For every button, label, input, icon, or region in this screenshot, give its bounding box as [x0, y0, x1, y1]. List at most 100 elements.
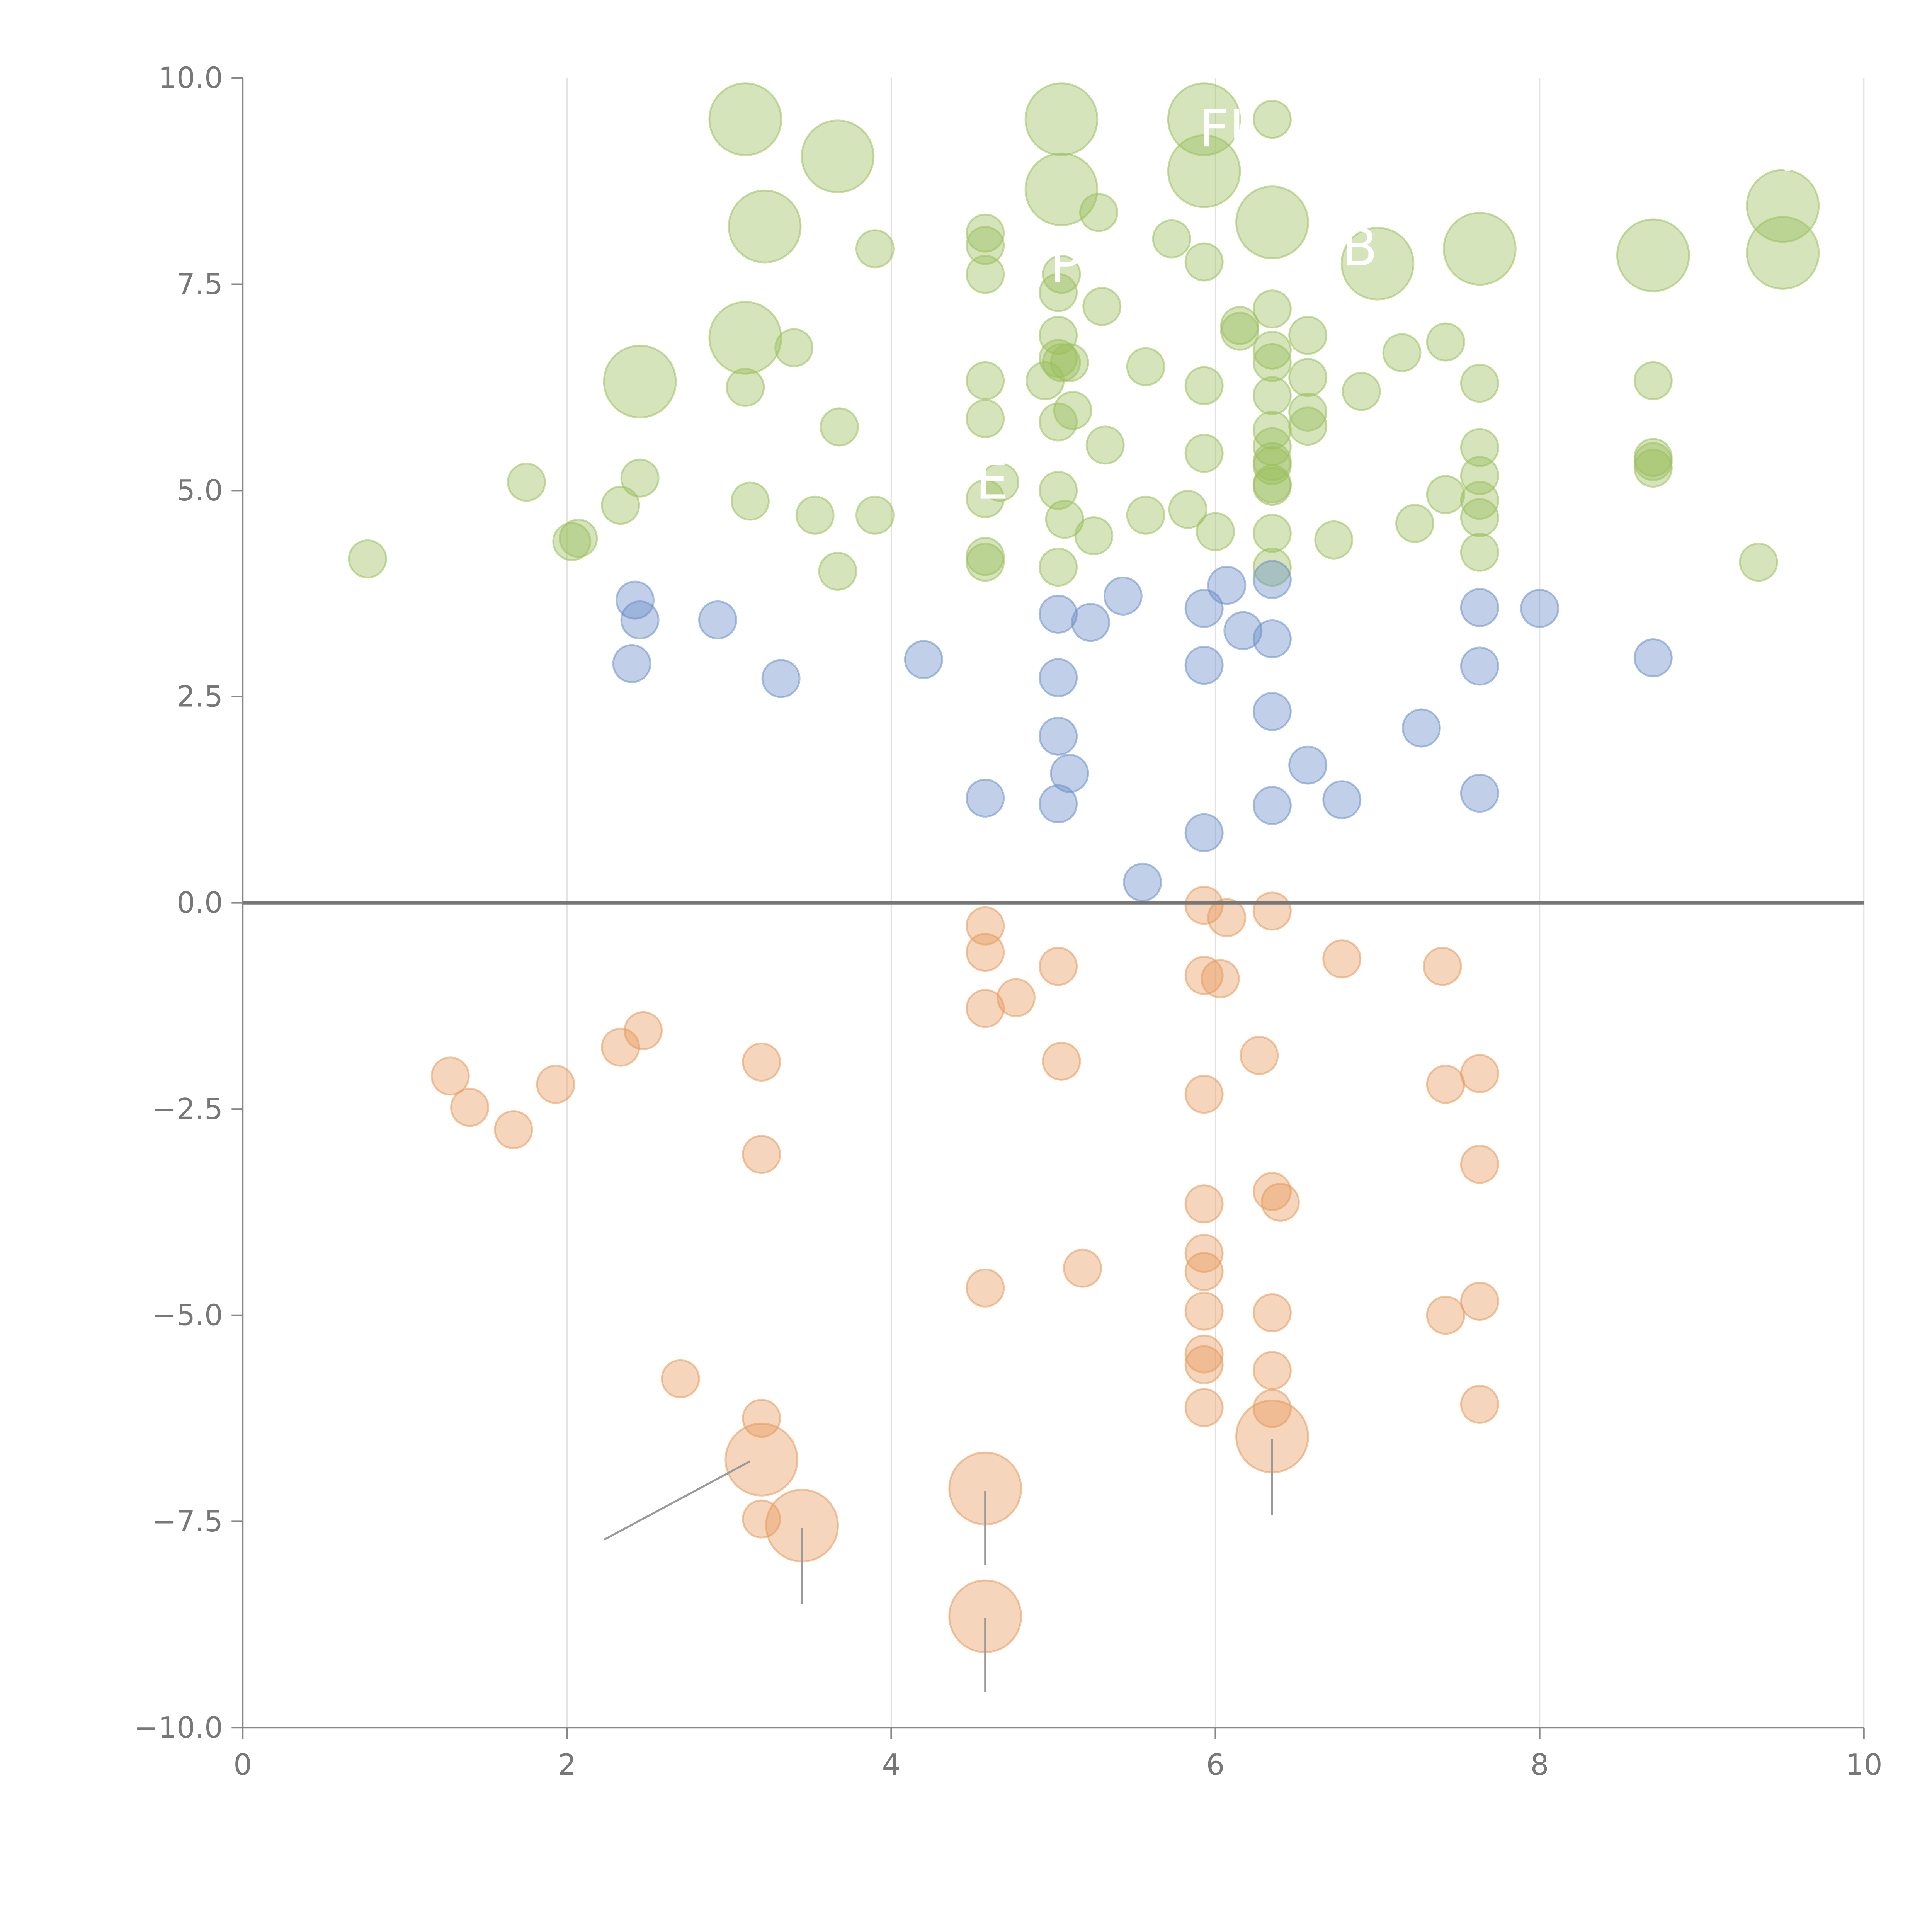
data-point-orange: [1322, 939, 1362, 979]
data-point-green: [1196, 512, 1235, 551]
data-point-green: [1039, 273, 1078, 312]
data-point-green: [1235, 185, 1309, 259]
data-point-green: [855, 229, 895, 269]
data-point-green: [1152, 219, 1191, 259]
data-point-green: [708, 301, 782, 375]
data-point-green: [1024, 82, 1099, 156]
overlay-label: FI: [1199, 98, 1245, 159]
data-point-green: [1314, 520, 1354, 560]
data-point-green: [603, 345, 677, 418]
data-point-orange: [1201, 959, 1240, 998]
data-point-green: [348, 539, 387, 578]
data-point-blue: [1633, 638, 1673, 678]
data-point-green: [1288, 392, 1328, 432]
data-point-orange: [1184, 1388, 1224, 1427]
overlay-label: P: [1050, 233, 1082, 294]
x-tick-label: 4: [882, 1748, 900, 1782]
data-point-green: [855, 495, 895, 535]
data-point-green: [1039, 471, 1078, 510]
data-point-orange: [742, 1399, 781, 1438]
data-point-orange: [1423, 947, 1462, 986]
data-point-blue: [1039, 716, 1078, 756]
data-point-green: [1079, 193, 1118, 232]
data-point-green: [1252, 330, 1292, 370]
data-point-orange: [966, 933, 1005, 972]
data-point-green: [966, 213, 1005, 253]
axes: −10.0 −7.5 −5.0 −2.5 0.0 2.5 5.0 7.5 10.0 0 2 4 6 8 10: [134, 61, 1883, 1782]
data-point-orange: [724, 1423, 799, 1497]
y-tick-label: −2.5: [152, 1092, 223, 1126]
data-point-green: [1460, 364, 1499, 403]
data-point-green: [708, 82, 782, 156]
data-point-green: [1426, 475, 1465, 514]
data-point-green: [728, 189, 802, 264]
data-point-green: [1053, 391, 1092, 430]
y-tick-label: 2.5: [177, 680, 223, 714]
data-point-green: [1288, 358, 1328, 397]
data-point-green: [1184, 366, 1224, 405]
data-point-orange: [1184, 886, 1224, 925]
data-point-orange: [661, 1359, 700, 1398]
data-point-green: [1746, 216, 1820, 290]
data-point-orange: [742, 1043, 781, 1082]
data-point-blue: [620, 600, 660, 639]
data-point-blue: [616, 580, 655, 620]
data-point-blue: [1184, 646, 1224, 685]
data-point-orange: [601, 1027, 640, 1067]
data-point-orange: [1184, 1345, 1224, 1384]
data-point-blue: [1039, 658, 1078, 697]
data-point-green: [1168, 490, 1208, 529]
x-tick-label: 2: [558, 1748, 576, 1782]
data-point-orange: [1039, 947, 1078, 986]
x-tick-label: 10: [1845, 1748, 1883, 1782]
data-point-orange: [450, 1088, 490, 1127]
data-point-green: [980, 463, 1019, 502]
data-point-blue: [1207, 566, 1247, 605]
data-point-green: [1045, 500, 1084, 539]
data-point-green: [1633, 449, 1673, 488]
data-point-orange: [1184, 956, 1224, 995]
data-point-green: [1382, 333, 1422, 372]
data-point-orange: [1460, 1282, 1499, 1321]
data-point-green: [966, 399, 1005, 439]
data-point-blue: [1184, 813, 1224, 852]
data-point-green: [1167, 134, 1241, 208]
data-point-green: [1395, 504, 1435, 543]
data-point-green: [1024, 152, 1099, 226]
data-point-blue: [904, 640, 943, 679]
data-point-green: [1633, 361, 1673, 400]
data-point-green: [966, 255, 1005, 294]
data-point-orange: [996, 978, 1036, 1017]
data-point-green: [801, 119, 875, 194]
data-point-orange: [1252, 891, 1292, 931]
data-point-green: [1288, 316, 1328, 355]
data-point-orange: [1184, 1075, 1224, 1114]
data-point-green: [1126, 495, 1165, 535]
data-point-green: [1340, 226, 1415, 301]
data-point-green: [1050, 343, 1089, 382]
data-point-green: [1252, 343, 1292, 382]
data-point-blue: [612, 644, 651, 683]
data-point-orange: [1252, 1389, 1292, 1428]
data-point-green: [1460, 481, 1499, 520]
data-point-orange: [1184, 1252, 1224, 1291]
data-point-green: [1252, 548, 1292, 587]
data-point-green: [1739, 543, 1778, 582]
data-point-green: [1184, 434, 1224, 473]
data-point-blue: [1401, 708, 1441, 748]
data-point-green: [507, 463, 546, 502]
data-point-green: [966, 479, 1005, 519]
data-point-orange: [1252, 1351, 1292, 1390]
data-point-green: [1252, 410, 1292, 450]
data-point-orange: [1207, 898, 1247, 937]
data-point-green: [1074, 516, 1114, 556]
data-point-green: [1252, 514, 1292, 553]
data-point-orange: [494, 1110, 533, 1150]
data-point-green: [1220, 311, 1259, 351]
data-point-blue: [1103, 576, 1143, 616]
y-tick-label: 7.5: [177, 267, 223, 301]
y-tick-label: −7.5: [152, 1504, 223, 1538]
data-point-green: [1342, 372, 1381, 411]
data-point-green: [1443, 212, 1517, 286]
